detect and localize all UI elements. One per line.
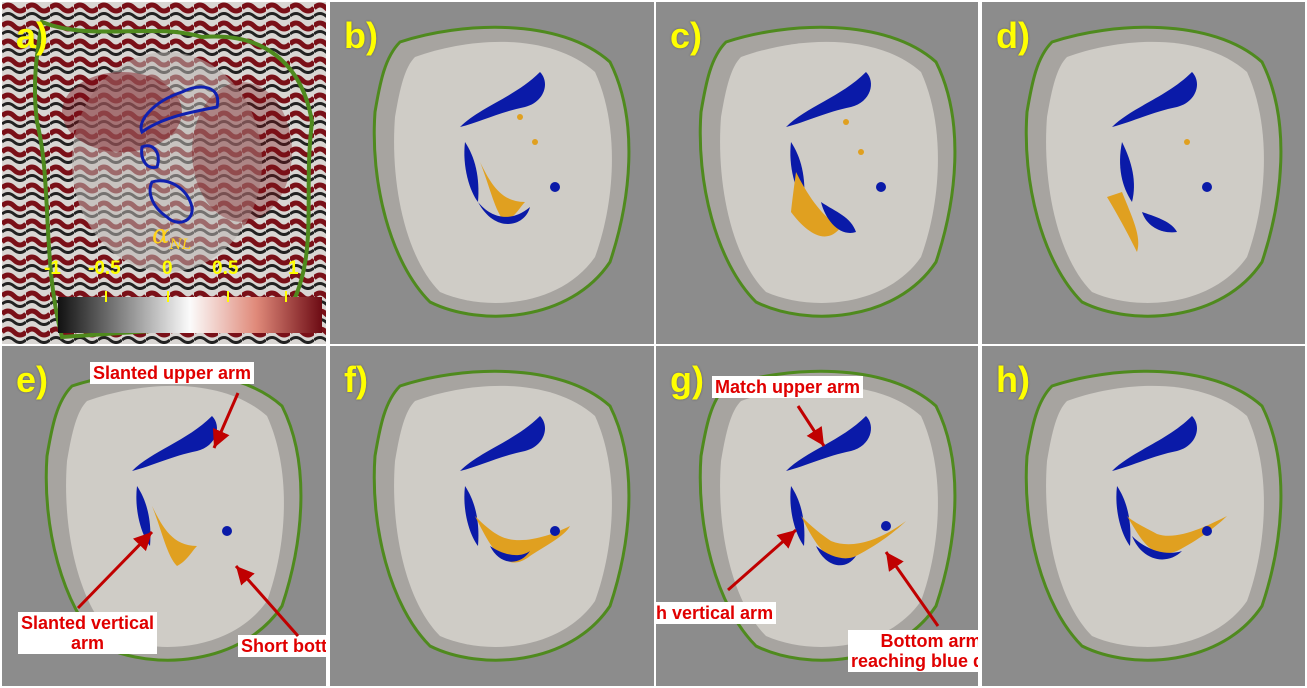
- alpha-map-image: [2, 2, 326, 344]
- panel-c: c): [656, 2, 978, 344]
- panel-a-alpha-map: a) αNL -1 -0.5 0 0.5 1: [2, 2, 326, 344]
- colorbar-tick: 0.5: [212, 258, 239, 279]
- panel-c-label: c): [670, 15, 703, 56]
- panel-b-label: b): [344, 15, 378, 56]
- annotation-match-upper-arm: Match upper arm: [712, 376, 864, 398]
- panel-f-label: f): [344, 359, 368, 400]
- panel-f-image: [330, 346, 654, 686]
- annotation-bottom-arm-reaching-blue-dots: Bottom arm reaching blue dots: [848, 630, 978, 672]
- panel-e-label: e): [16, 359, 49, 400]
- panel-d-image: [982, 2, 1305, 344]
- panel-g: g) Match upper arm Match vertical arm Bo…: [656, 346, 978, 686]
- panel-a-label: a): [16, 15, 49, 56]
- panel-f: f): [330, 346, 654, 686]
- panel-d: d): [982, 2, 1305, 344]
- panel-b-image: [330, 2, 654, 344]
- panel-c-image: [656, 2, 978, 344]
- colorbar-symbol: αNL: [152, 220, 191, 253]
- annotation-line: Slanted vertical: [21, 613, 155, 633]
- annotation-slanted-upper-arm: Slanted upper arm: [90, 362, 255, 384]
- colorbar-symbol-alpha: α: [152, 220, 170, 250]
- colorbar-symbol-subscript: NL: [169, 237, 192, 254]
- annotation-match-vertical-arm: Match vertical arm: [656, 602, 777, 624]
- annotation-line: arm: [71, 633, 105, 653]
- annotation-short-bottom-arm: Short bottom arm: [238, 635, 326, 657]
- annotation-line: reaching blue dots: [851, 651, 978, 671]
- panel-h-label: h): [996, 359, 1030, 400]
- colorbar-tick: -0.5: [88, 258, 121, 279]
- colorbar-tick: 0: [162, 258, 173, 279]
- panel-d-label: d): [996, 15, 1030, 56]
- panel-h: h): [982, 346, 1305, 686]
- annotation-line: Bottom arm: [880, 631, 979, 651]
- panel-h-image: [982, 346, 1305, 686]
- colorbar-tick: 1: [288, 258, 299, 279]
- panel-b: b): [330, 2, 654, 344]
- panel-e: e) Slanted upper arm Slanted vertical ar…: [2, 346, 326, 686]
- colorbar-tick: -1: [44, 258, 61, 279]
- panel-g-label: g): [670, 359, 704, 400]
- annotation-slanted-vertical-arm: Slanted vertical arm: [18, 612, 158, 654]
